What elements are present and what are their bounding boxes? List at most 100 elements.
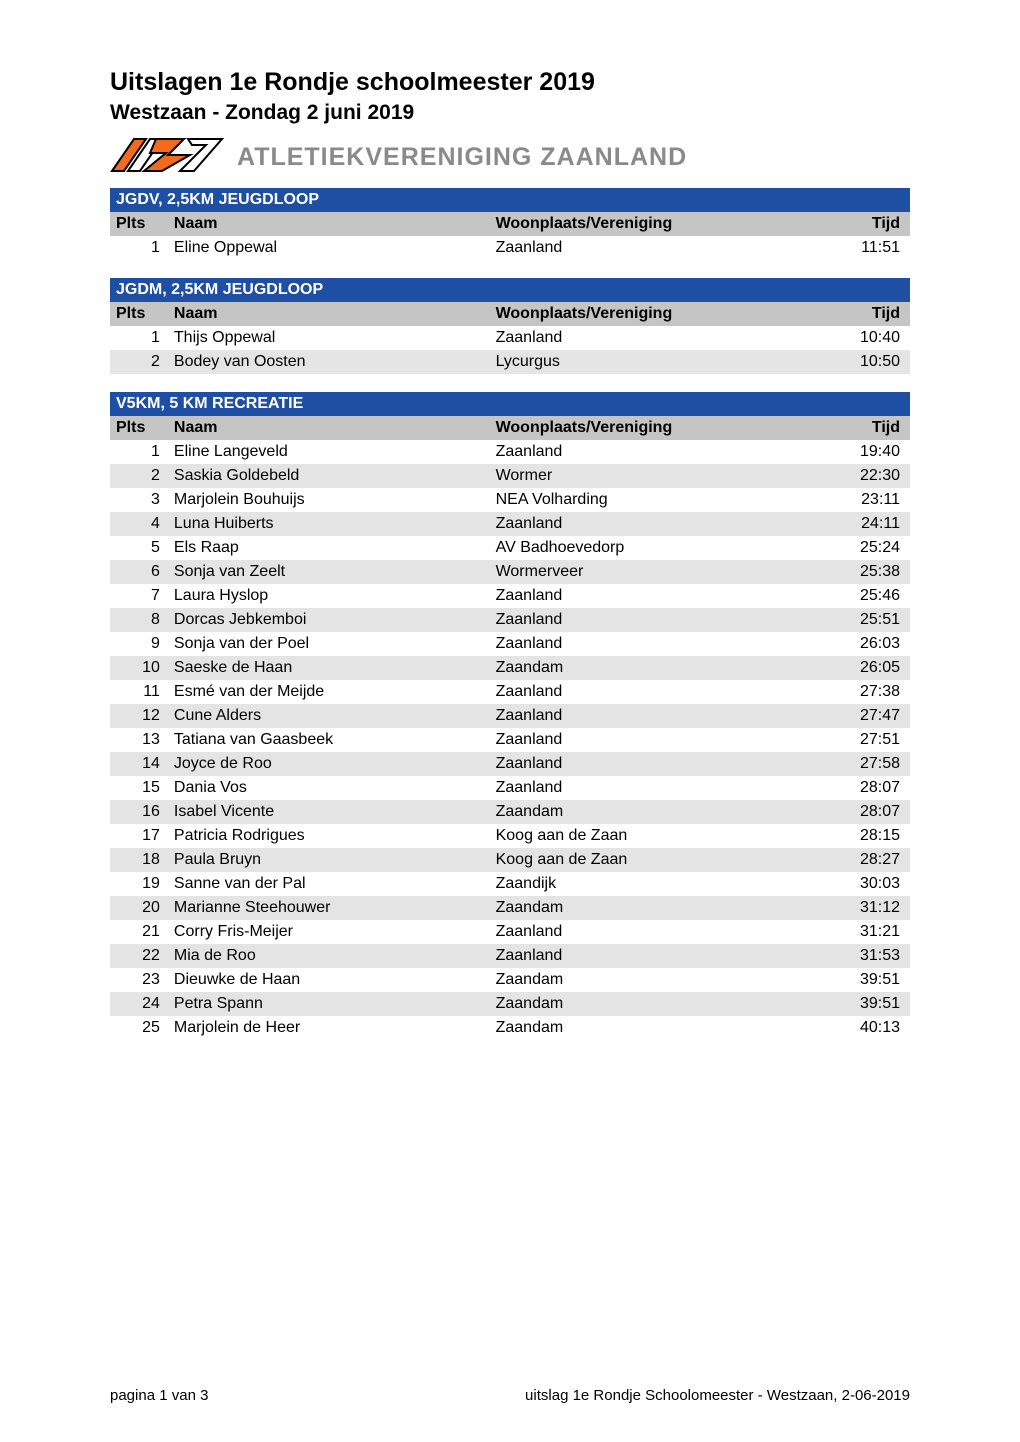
- table-row: 6Sonja van ZeeltWormerveer25:38: [110, 560, 910, 584]
- cell-plts: 7: [110, 584, 168, 608]
- table-row: 12Cune AldersZaanland27:47: [110, 704, 910, 728]
- cell-tijd: 22:30: [803, 464, 910, 488]
- cell-naam: Saeske de Haan: [168, 656, 490, 680]
- cell-plts: 25: [110, 1016, 168, 1040]
- column-header: Woonplaats/Vereniging: [490, 416, 803, 440]
- table-row: 2Saskia GoldebeldWormer22:30: [110, 464, 910, 488]
- footer-right: uitslag 1e Rondje Schoolomeester - Westz…: [525, 1387, 910, 1404]
- cell-tijd: 27:38: [803, 680, 910, 704]
- table-row: 25Marjolein de HeerZaandam40:13: [110, 1016, 910, 1040]
- cell-naam: Eline Langeveld: [168, 440, 490, 464]
- cell-tijd: 28:07: [803, 776, 910, 800]
- table-row: 7Laura HyslopZaanland25:46: [110, 584, 910, 608]
- cell-tijd: 23:11: [803, 488, 910, 512]
- cell-woon: Zaanland: [490, 776, 803, 800]
- cell-naam: Corry Fris-Meijer: [168, 920, 490, 944]
- cell-plts: 2: [110, 464, 168, 488]
- cell-woon: AV Badhoevedorp: [490, 536, 803, 560]
- table-row: 15Dania VosZaanland28:07: [110, 776, 910, 800]
- table-row: 18Paula BruynKoog aan de Zaan28:27: [110, 848, 910, 872]
- cell-tijd: 26:05: [803, 656, 910, 680]
- cell-woon: Zaanland: [490, 944, 803, 968]
- logo-row: ATLETIEKVERENIGING ZAANLAND: [110, 135, 910, 180]
- column-header: Plts: [110, 416, 168, 440]
- table-row: 23Dieuwke de HaanZaandam39:51: [110, 968, 910, 992]
- category-header-row: JGDV, 2,5KM JEUGDLOOP: [110, 188, 910, 212]
- cell-naam: Luna Huiberts: [168, 512, 490, 536]
- cell-naam: Joyce de Roo: [168, 752, 490, 776]
- page-title: Uitslagen 1e Rondje schoolmeester 2019: [110, 68, 910, 97]
- table-row: 20Marianne SteehouwerZaandam31:12: [110, 896, 910, 920]
- page-subtitle: Westzaan - Zondag 2 juni 2019: [110, 101, 910, 125]
- table-row: 8Dorcas JebkemboiZaanland25:51: [110, 608, 910, 632]
- table-row: 3Marjolein BouhuijsNEA Volharding23:11: [110, 488, 910, 512]
- table-row: 9Sonja van der PoelZaanland26:03: [110, 632, 910, 656]
- results-table: JGDV, 2,5KM JEUGDLOOPPltsNaamWoonplaats/…: [110, 188, 910, 260]
- cell-plts: 4: [110, 512, 168, 536]
- cell-tijd: 39:51: [803, 992, 910, 1016]
- column-header-row: PltsNaamWoonplaats/VerenigingTijd: [110, 302, 910, 326]
- footer-left: pagina 1 van 3: [110, 1387, 208, 1404]
- cell-woon: Zaandam: [490, 968, 803, 992]
- cell-tijd: 24:11: [803, 512, 910, 536]
- cell-plts: 24: [110, 992, 168, 1016]
- cell-woon: Zaanland: [490, 920, 803, 944]
- cell-woon: Wormerveer: [490, 560, 803, 584]
- table-row: 1Eline OppewalZaanland11:51: [110, 236, 910, 260]
- table-row: 2Bodey van OostenLycurgus10:50: [110, 350, 910, 374]
- table-row: 14Joyce de RooZaanland27:58: [110, 752, 910, 776]
- cell-woon: Zaanland: [490, 512, 803, 536]
- cell-plts: 10: [110, 656, 168, 680]
- cell-woon: Koog aan de Zaan: [490, 848, 803, 872]
- cell-tijd: 11:51: [803, 236, 910, 260]
- cell-plts: 21: [110, 920, 168, 944]
- cell-woon: Zaandam: [490, 896, 803, 920]
- table-row: 17Patricia RodriguesKoog aan de Zaan28:1…: [110, 824, 910, 848]
- cell-plts: 19: [110, 872, 168, 896]
- column-header: Woonplaats/Vereniging: [490, 302, 803, 326]
- cell-tijd: 31:12: [803, 896, 910, 920]
- cell-plts: 23: [110, 968, 168, 992]
- avz-logo-icon: [110, 135, 225, 180]
- cell-woon: Lycurgus: [490, 350, 803, 374]
- cell-tijd: 25:24: [803, 536, 910, 560]
- cell-naam: Esmé van der Meijde: [168, 680, 490, 704]
- cell-naam: Marjolein de Heer: [168, 1016, 490, 1040]
- cell-tijd: 40:13: [803, 1016, 910, 1040]
- cell-plts: 14: [110, 752, 168, 776]
- cell-tijd: 39:51: [803, 968, 910, 992]
- category-header: JGDM, 2,5KM JEUGDLOOP: [110, 278, 910, 302]
- cell-naam: Bodey van Oosten: [168, 350, 490, 374]
- cell-tijd: 31:21: [803, 920, 910, 944]
- category-header: JGDV, 2,5KM JEUGDLOOP: [110, 188, 910, 212]
- cell-plts: 9: [110, 632, 168, 656]
- cell-tijd: 19:40: [803, 440, 910, 464]
- cell-woon: Wormer: [490, 464, 803, 488]
- cell-plts: 1: [110, 440, 168, 464]
- cell-naam: Mia de Roo: [168, 944, 490, 968]
- cell-woon: Zaanland: [490, 752, 803, 776]
- table-row: 13Tatiana van GaasbeekZaanland27:51: [110, 728, 910, 752]
- cell-plts: 1: [110, 236, 168, 260]
- cell-naam: Isabel Vicente: [168, 800, 490, 824]
- results-tables: JGDV, 2,5KM JEUGDLOOPPltsNaamWoonplaats/…: [110, 188, 910, 1040]
- table-row: 24Petra SpannZaandam39:51: [110, 992, 910, 1016]
- cell-tijd: 31:53: [803, 944, 910, 968]
- cell-woon: Zaandam: [490, 992, 803, 1016]
- cell-tijd: 10:50: [803, 350, 910, 374]
- cell-naam: Sonja van der Poel: [168, 632, 490, 656]
- cell-woon: Zaandam: [490, 800, 803, 824]
- cell-tijd: 27:51: [803, 728, 910, 752]
- cell-plts: 22: [110, 944, 168, 968]
- cell-naam: Paula Bruyn: [168, 848, 490, 872]
- cell-plts: 18: [110, 848, 168, 872]
- cell-woon: Zaanland: [490, 326, 803, 350]
- column-header: Plts: [110, 212, 168, 236]
- category-header-row: V5KM, 5 KM RECREATIE: [110, 392, 910, 416]
- cell-naam: Dorcas Jebkemboi: [168, 608, 490, 632]
- column-header: Naam: [168, 212, 490, 236]
- logo-text: ATLETIEKVERENIGING ZAANLAND: [237, 143, 687, 172]
- cell-plts: 13: [110, 728, 168, 752]
- table-row: 4Luna HuibertsZaanland24:11: [110, 512, 910, 536]
- cell-naam: Marianne Steehouwer: [168, 896, 490, 920]
